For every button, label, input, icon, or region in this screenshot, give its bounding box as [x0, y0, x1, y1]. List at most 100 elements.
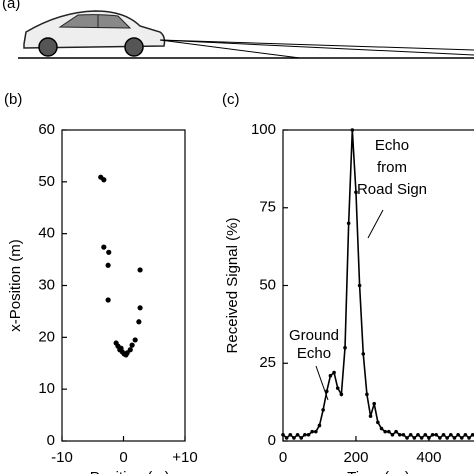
scatter-point: [118, 345, 124, 351]
scatter-point: [106, 249, 112, 255]
signal-point: [376, 420, 380, 425]
signal-point: [441, 432, 446, 437]
car-illustration: [18, 10, 474, 59]
y-tick-label: 0: [47, 432, 55, 449]
signal-point: [379, 426, 384, 431]
signal-point: [295, 432, 300, 437]
plot-frame: [61, 129, 186, 442]
signal-point: [449, 432, 453, 437]
signal-point: [390, 432, 395, 437]
signal-point: [368, 414, 373, 418]
y-tick-label: 100: [251, 121, 276, 138]
panel-label: (a): [2, 0, 20, 12]
signal-point: [299, 436, 304, 440]
scatter-point: [137, 267, 143, 273]
signal-point: [288, 432, 293, 437]
signal-point: [423, 432, 428, 437]
signal-point: [365, 392, 369, 397]
y-tick-label: 25: [259, 354, 276, 371]
signal-point: [281, 432, 285, 437]
annotation: Ground Echo: [289, 327, 339, 362]
scatter-point: [123, 352, 129, 358]
signal-point: [438, 436, 442, 440]
panel-label: (c): [222, 91, 240, 108]
signal-point: [335, 386, 340, 390]
panel-label: (b): [4, 91, 22, 108]
y-tick-label: 50: [259, 276, 276, 293]
y-tick-label: 20: [38, 328, 55, 345]
signal-point: [416, 432, 420, 437]
y-tick-label: 75: [259, 199, 276, 216]
annotation: Echo from Road Sign: [357, 137, 427, 198]
signal-point: [361, 352, 366, 356]
signal-point: [343, 345, 347, 350]
signal-point: [419, 436, 424, 440]
signal-point: [321, 408, 325, 412]
signal-point: [467, 436, 471, 440]
beam: [159, 39, 301, 59]
x-tick-label: +10: [172, 449, 197, 466]
annotation-arrow: [315, 365, 329, 401]
signal-point: [324, 389, 329, 394]
signal-point: [445, 436, 449, 440]
signal-point: [463, 432, 468, 437]
scatter-point: [137, 305, 143, 311]
signal-point: [292, 436, 296, 440]
signal-point: [372, 401, 377, 406]
car-window: [58, 14, 132, 29]
scatter-point: [105, 262, 111, 268]
signal-point: [314, 429, 318, 434]
scatter-point: [101, 244, 107, 250]
signal-point: [332, 370, 336, 375]
signal-point: [339, 392, 344, 397]
y-tick-label: 50: [38, 173, 55, 190]
y-tick-label: 0: [268, 432, 276, 449]
signal-point: [284, 436, 289, 440]
signal-point: [350, 128, 355, 132]
x-tick-label: 0: [279, 449, 287, 466]
x-tick-label: -10: [51, 449, 73, 466]
signal-point: [397, 432, 402, 437]
scatter-point: [105, 297, 111, 303]
scatter-point: [127, 347, 133, 353]
signal-point: [456, 432, 460, 437]
signal-point: [412, 436, 417, 440]
signal-point: [434, 432, 439, 437]
signal-point: [405, 436, 409, 440]
y-tick-label: 30: [38, 276, 55, 293]
signal-point: [310, 429, 314, 434]
signal-point: [401, 432, 406, 437]
beam: [159, 39, 474, 56]
annotation-arrow: [367, 209, 384, 239]
signal-point: [408, 432, 413, 437]
signal-point: [430, 432, 435, 437]
x-axis-label: y-Position (m): [77, 469, 170, 474]
beam: [159, 39, 474, 51]
signal-point: [317, 423, 322, 428]
wheel: [124, 37, 144, 57]
y-tick-label: 60: [38, 121, 55, 138]
y-tick-label: 10: [38, 380, 55, 397]
signal-point: [328, 373, 333, 378]
x-tick-label: 0: [119, 449, 127, 466]
scatter-point: [101, 177, 107, 183]
signal-point: [452, 436, 457, 440]
signal-point: [303, 432, 307, 437]
x-tick-label: 400: [416, 449, 441, 466]
signal-point: [394, 429, 398, 434]
plot-frame: [282, 129, 474, 442]
signal-point: [346, 221, 351, 226]
signal-point: [459, 436, 464, 440]
x-axis-label: Time (ns): [347, 469, 410, 474]
y-tick-label: 40: [38, 225, 55, 242]
signal-point: [427, 436, 431, 440]
signal-point: [470, 432, 474, 437]
scatter-point: [132, 337, 138, 343]
signal-point: [383, 429, 387, 434]
scatter-point: [136, 319, 142, 325]
y-axis-label: x-Position (m): [7, 239, 24, 332]
wheel: [38, 37, 58, 57]
y-axis-label: Received Signal (%): [224, 218, 241, 354]
signal-point: [354, 190, 358, 194]
